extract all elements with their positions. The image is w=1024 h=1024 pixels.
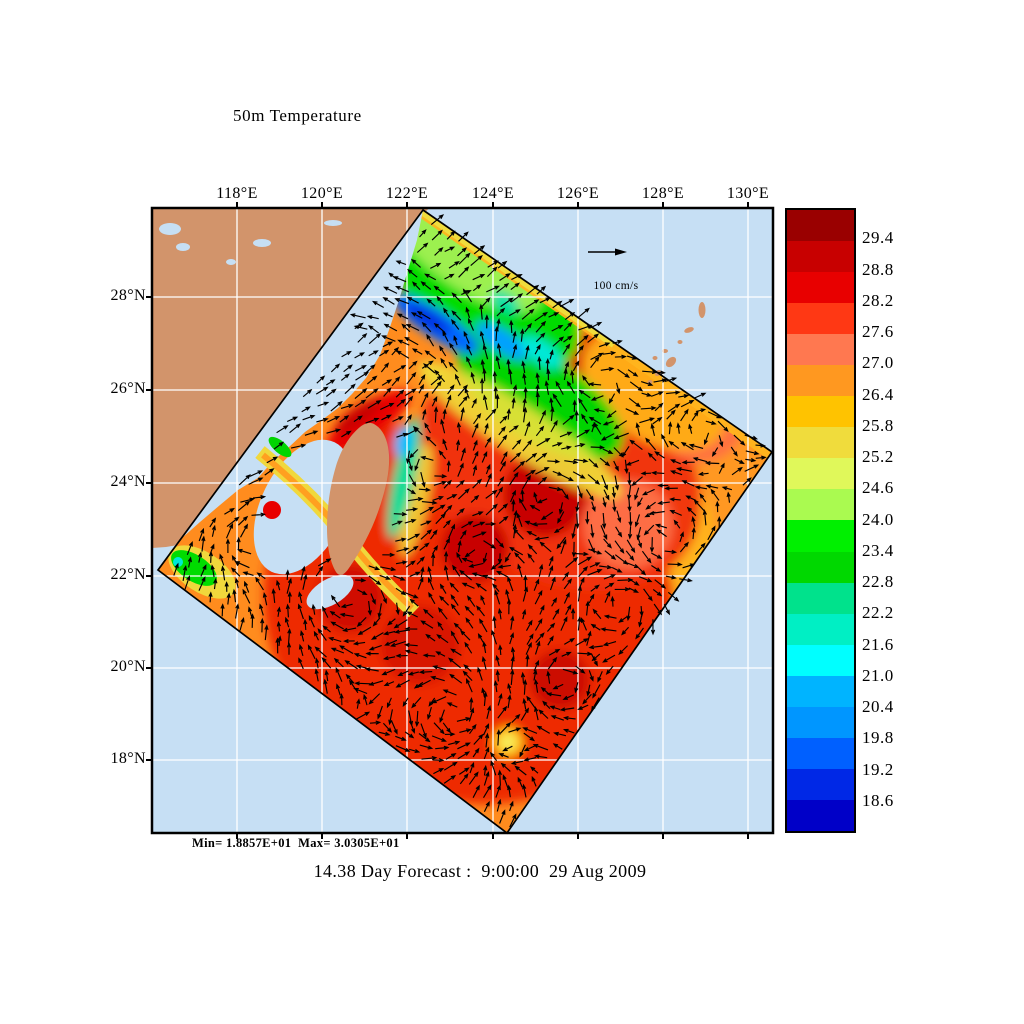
colorbar-segment — [787, 458, 854, 490]
colorbar-segment — [787, 365, 854, 397]
colorbar-tick-label: 25.8 — [862, 415, 894, 435]
colorbar-segment — [787, 427, 854, 459]
colorbar-segment — [787, 551, 854, 583]
colorbar-segment — [787, 334, 854, 366]
colorbar-segment — [787, 272, 854, 304]
lon-tick-label: 128°E — [641, 185, 685, 202]
colorbar-tick-label: 20.4 — [862, 697, 894, 716]
colorbar-tick-label: 19.2 — [862, 759, 894, 779]
taiwan-island — [327, 423, 390, 575]
colorbar — [785, 208, 856, 833]
colorbar-segment — [787, 241, 854, 273]
colorbar-tick-label: 27.6 — [862, 322, 894, 341]
colorbar-tick-label: 22.8 — [862, 572, 894, 591]
colorbar-tick-label: 18.6 — [862, 790, 894, 810]
colorbar-segment — [787, 644, 854, 676]
lat-tick-label: 28°N — [110, 287, 146, 304]
vector-scale-arrow — [588, 248, 627, 256]
colorbar-tick-label: 26.4 — [862, 384, 894, 404]
colorbar-segment — [787, 737, 854, 769]
minmax-readout: Min= 1.8857E+01 Max= 3.0305E+01 — [192, 836, 400, 850]
lon-tick-label: 130°E — [726, 185, 770, 202]
colorbar-tick-label: 25.2 — [862, 447, 894, 466]
colorbar-segment — [787, 799, 854, 831]
colorbar-tick-label: 22.2 — [862, 603, 894, 623]
forecast-caption: 14.38 Day Forecast : 9:00:00 29 Aug 2009 — [313, 861, 647, 881]
lat-tick-label: 26°N — [110, 380, 146, 397]
colorbar-tick-label: 24.0 — [862, 509, 894, 529]
colorbar-segment — [787, 303, 854, 335]
colorbar-segment — [787, 768, 854, 800]
lat-tick-label: 20°N — [110, 658, 146, 675]
colorbar-tick-label: 28.2 — [862, 290, 894, 310]
colorbar-tick-label: 27.0 — [862, 353, 894, 373]
colorbar-tick-label: 24.6 — [862, 478, 894, 498]
lat-tick-label: 18°N — [110, 750, 146, 767]
colorbar-segment — [787, 489, 854, 521]
plot-frame — [150, 206, 775, 835]
lon-tick-label: 124°E — [471, 185, 515, 202]
colorbar-segment — [787, 210, 854, 242]
colorbar-segment — [787, 582, 854, 614]
colorbar-segment — [787, 396, 854, 428]
colorbar-tick-label: 29.4 — [862, 228, 894, 248]
lat-tick-label: 22°N — [110, 566, 146, 583]
lon-tick-label: 122°E — [385, 185, 429, 202]
colorbar-segment — [787, 706, 854, 738]
colorbar-segment — [787, 520, 854, 552]
colorbar-tick-label: 23.4 — [862, 540, 894, 560]
colorbar-tick-label: 21.0 — [862, 665, 894, 685]
vector-scale-label: 100 cm/s — [593, 280, 639, 292]
colorbar-tick-label: 21.6 — [862, 634, 894, 654]
lon-tick-label: 120°E — [300, 185, 344, 202]
colorbar-tick-label: 28.8 — [862, 259, 894, 279]
lon-tick-label: 118°E — [216, 185, 258, 202]
lat-tick-label: 24°N — [110, 473, 146, 490]
axis-ticks — [146, 202, 749, 839]
colorbar-segment — [787, 613, 854, 645]
west-corner-cool-patch — [168, 545, 236, 599]
colorbar-tick-label: 19.8 — [862, 728, 894, 748]
colorbar-segment — [787, 675, 854, 707]
lon-tick-label: 126°E — [556, 185, 600, 202]
inland-lakes — [159, 220, 342, 265]
page-title: 50m Temperature — [233, 106, 362, 125]
